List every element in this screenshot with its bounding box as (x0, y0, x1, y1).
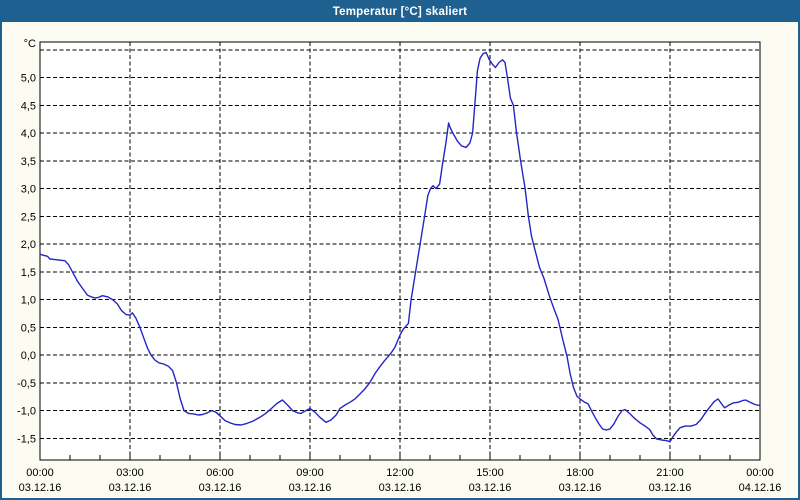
y-tick-label: 2,0 (21, 239, 36, 251)
y-tick-label: 4,5 (21, 100, 36, 112)
x-tick-date-label: 03.12.16 (19, 482, 62, 494)
y-tick-label: 2,5 (21, 211, 36, 223)
y-tick-label: 1,0 (21, 295, 36, 307)
x-tick-time-label: 12:00 (386, 467, 414, 479)
x-tick-time-label: 06:00 (206, 467, 234, 479)
x-tick-date-label: 03.12.16 (469, 482, 512, 494)
y-tick-label: 0,5 (21, 322, 36, 334)
x-tick-time-label: 00:00 (746, 467, 774, 479)
plot-frame (39, 41, 761, 461)
y-tick-label: 0,0 (21, 350, 36, 362)
y-axis-unit-label: °C (24, 38, 36, 50)
x-tick-time-label: 21:00 (656, 467, 684, 479)
y-tick-label: -1,5 (17, 433, 36, 445)
x-tick-time-label: 18:00 (566, 467, 594, 479)
y-tick-label: 3,0 (21, 184, 36, 196)
y-tick-label: -1,0 (17, 406, 36, 418)
x-tick-time-label: 03:00 (116, 467, 144, 479)
x-tick-time-label: 09:00 (296, 467, 324, 479)
y-tick-label: 1,5 (21, 267, 36, 279)
x-tick-date-label: 03.12.16 (289, 482, 332, 494)
x-tick-time-label: 00:00 (26, 467, 54, 479)
x-tick-date-label: 03.12.16 (199, 482, 242, 494)
window-titlebar: Temperatur [°C] skaliert (2, 2, 798, 22)
x-tick-date-label: 03.12.16 (109, 482, 152, 494)
y-tick-label: 4,0 (21, 128, 36, 140)
x-tick-date-label: 03.12.16 (559, 482, 602, 494)
x-tick-time-label: 15:00 (476, 467, 504, 479)
x-tick-date-label: 04.12.16 (739, 482, 782, 494)
y-tick-label: -0,5 (17, 378, 36, 390)
x-tick-date-label: 03.12.16 (379, 482, 422, 494)
y-tick-label: 3,5 (21, 156, 36, 168)
x-tick-date-label: 03.12.16 (649, 482, 692, 494)
series-line (39, 51, 761, 443)
y-tick-label: 5,0 (21, 73, 36, 85)
window-title: Temperatur [°C] skaliert (332, 6, 468, 18)
